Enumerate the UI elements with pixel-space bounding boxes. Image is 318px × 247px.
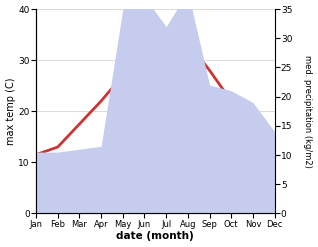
X-axis label: date (month): date (month) bbox=[116, 231, 194, 242]
Y-axis label: max temp (C): max temp (C) bbox=[5, 78, 16, 145]
Y-axis label: med. precipitation (kg/m2): med. precipitation (kg/m2) bbox=[303, 55, 313, 168]
